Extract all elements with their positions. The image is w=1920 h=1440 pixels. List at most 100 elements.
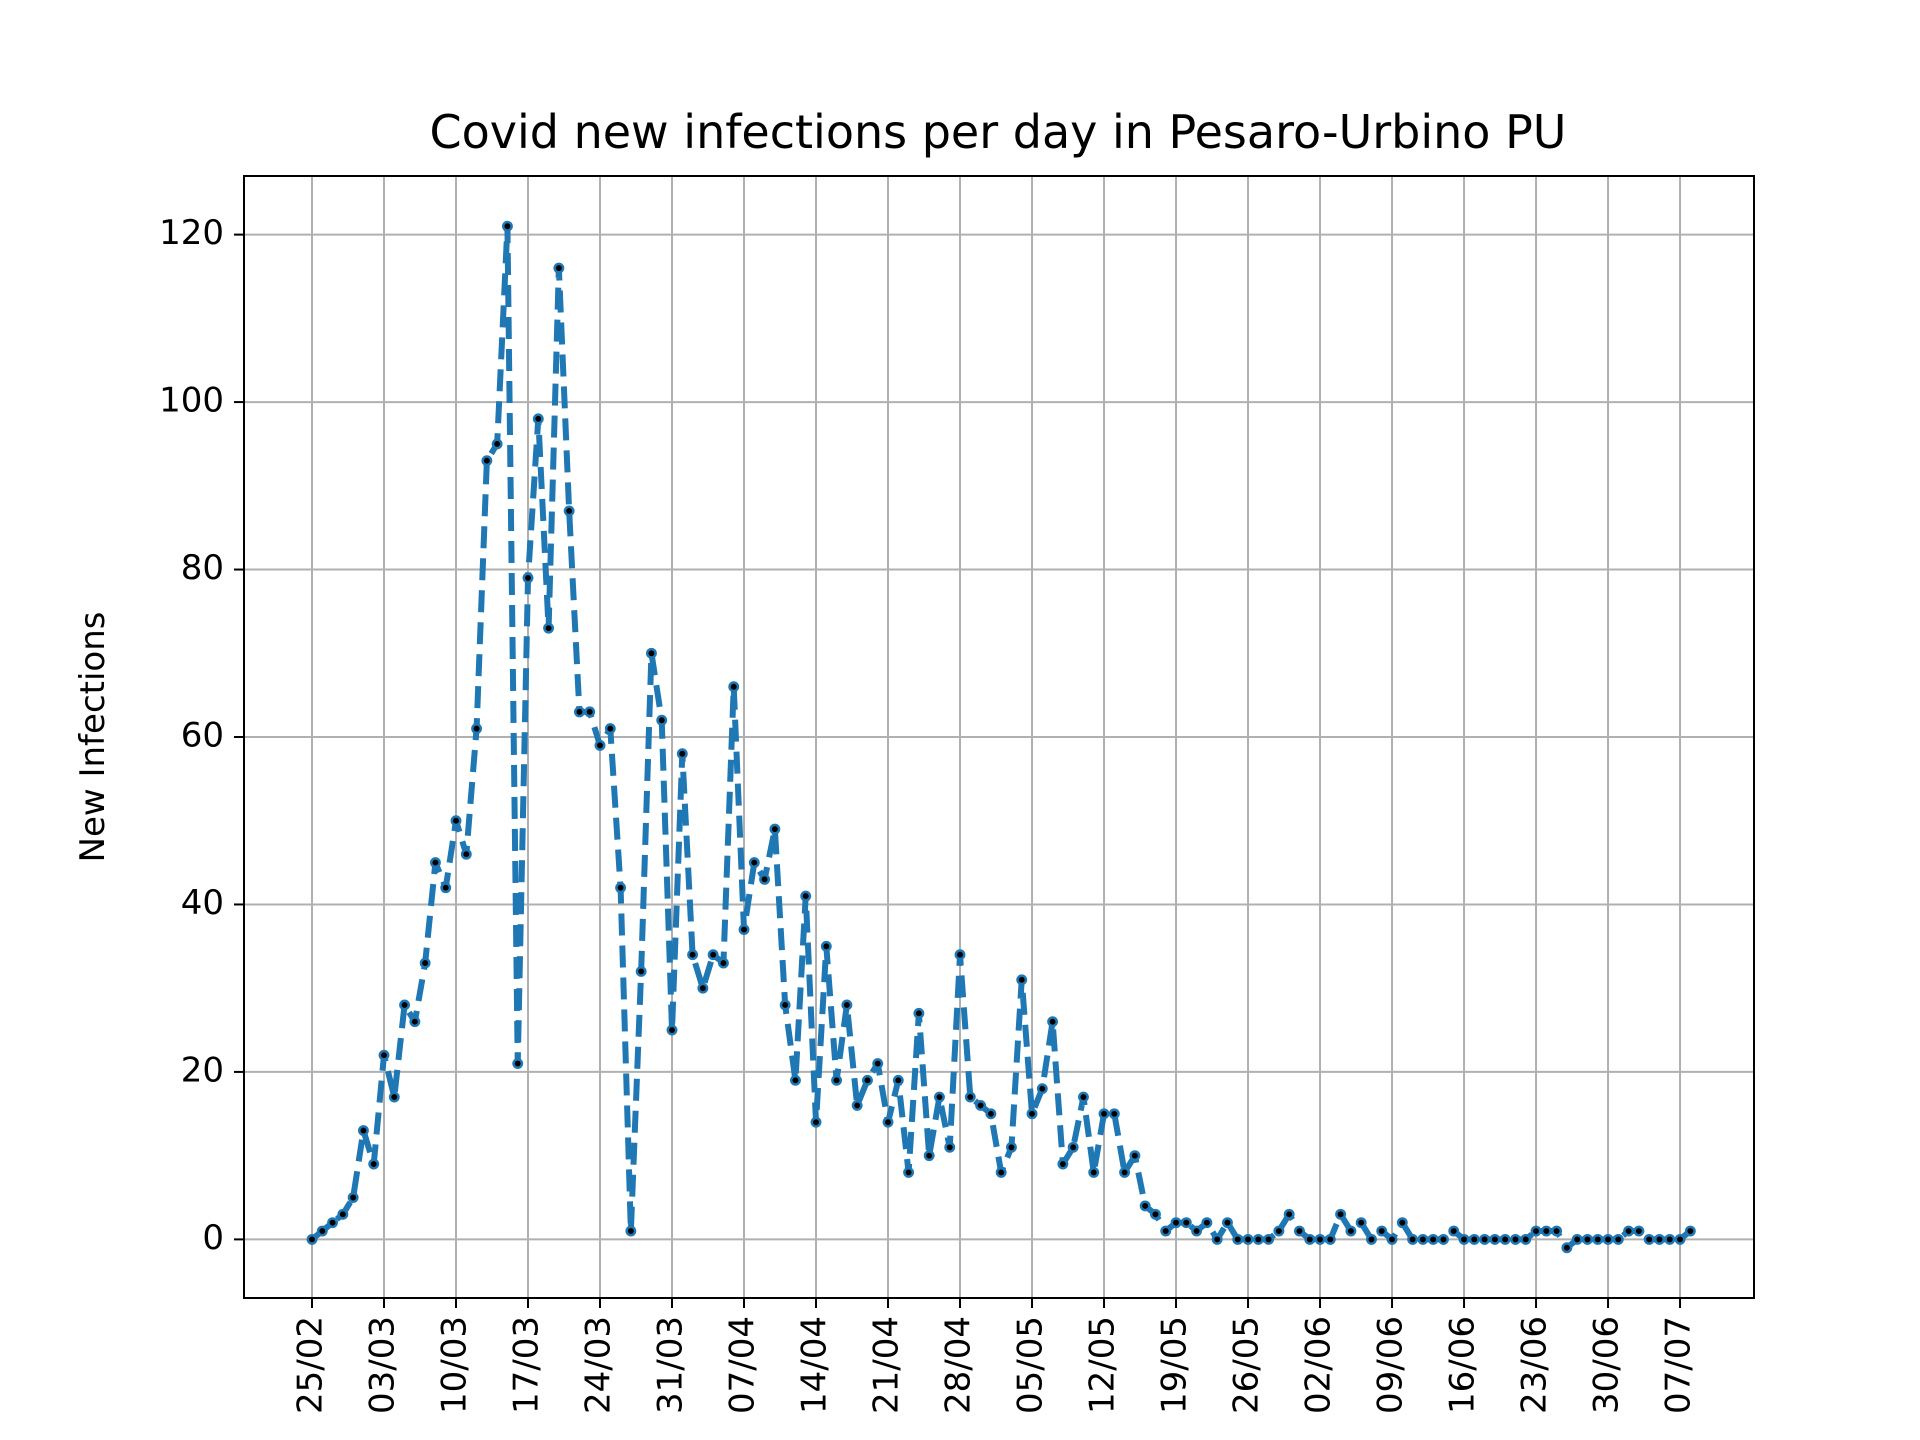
data-point <box>645 647 657 659</box>
data-point <box>1191 1225 1203 1237</box>
data-point <box>1499 1233 1511 1245</box>
data-point <box>717 957 729 969</box>
data-point <box>491 438 503 450</box>
data-point <box>656 714 668 726</box>
data-point <box>1324 1233 1336 1245</box>
data-point <box>1612 1233 1624 1245</box>
data-point <box>1530 1225 1542 1237</box>
data-point <box>1098 1108 1110 1120</box>
data-point <box>1571 1233 1583 1245</box>
data-point <box>543 622 555 634</box>
data-point <box>1448 1225 1460 1237</box>
y-tick-label: 120 <box>159 213 224 253</box>
data-point <box>429 857 441 869</box>
data-point <box>707 949 719 961</box>
data-point <box>635 965 647 977</box>
x-tick-label: 07/04 <box>723 1316 763 1414</box>
data-point <box>1355 1217 1367 1229</box>
data-point <box>1520 1233 1532 1245</box>
data-point <box>512 1058 524 1070</box>
data-point <box>728 681 740 693</box>
data-point <box>1602 1233 1614 1245</box>
data-point <box>1489 1233 1501 1245</box>
data-point <box>1088 1166 1100 1178</box>
plot-area <box>306 220 1696 1254</box>
data-point <box>872 1058 884 1070</box>
x-tick-label: 12/05 <box>1083 1316 1123 1414</box>
data-point <box>306 1233 318 1245</box>
y-axis-label: New Infections <box>73 612 113 863</box>
data-point <box>1366 1233 1377 1245</box>
data-point <box>501 220 513 232</box>
data-point <box>1170 1217 1182 1229</box>
data-point <box>1026 1108 1038 1120</box>
data-point <box>1304 1233 1316 1245</box>
data-point <box>687 949 699 961</box>
data-point <box>1664 1233 1676 1245</box>
data-point <box>1232 1233 1244 1245</box>
x-tick-label: 17/03 <box>507 1316 547 1414</box>
x-tick-label: 05/05 <box>1011 1316 1051 1414</box>
x-tick-label: 19/05 <box>1155 1316 1195 1414</box>
data-point <box>1674 1233 1686 1245</box>
data-point <box>553 262 565 274</box>
data-point <box>1263 1233 1275 1245</box>
data-point <box>1386 1233 1398 1245</box>
data-point <box>532 413 544 425</box>
data-point <box>1005 1141 1017 1153</box>
data-point <box>1633 1225 1645 1237</box>
data-point <box>450 815 462 827</box>
x-tick-label: 16/06 <box>1443 1316 1483 1414</box>
data-point <box>1283 1208 1295 1220</box>
data-point <box>1396 1217 1408 1229</box>
data-point <box>584 706 596 718</box>
x-tick-label: 25/02 <box>291 1316 331 1414</box>
data-point <box>1242 1233 1254 1245</box>
x-tick-label: 09/06 <box>1371 1316 1411 1414</box>
data-point <box>460 848 472 860</box>
x-tick-label: 02/06 <box>1299 1316 1339 1414</box>
data-point <box>1119 1166 1131 1178</box>
data-point <box>1643 1233 1655 1245</box>
data-point <box>1438 1233 1449 1245</box>
data-point <box>1540 1225 1552 1237</box>
data-point <box>913 1007 925 1019</box>
data-point <box>1129 1150 1141 1162</box>
x-tick-label: 03/03 <box>363 1316 403 1414</box>
data-point <box>1376 1225 1388 1237</box>
data-point <box>1582 1233 1593 1245</box>
y-tick-label: 40 <box>181 883 224 923</box>
data-point <box>820 940 832 952</box>
data-point <box>1211 1233 1223 1245</box>
data-point <box>1057 1158 1069 1170</box>
data-point <box>594 739 606 751</box>
data-point <box>861 1074 873 1086</box>
y-tick-label: 100 <box>159 381 224 421</box>
data-point <box>831 1074 843 1086</box>
data-point <box>789 1074 801 1086</box>
data-point <box>368 1158 380 1170</box>
data-point <box>357 1125 369 1136</box>
data-point <box>676 748 688 760</box>
data-point <box>748 857 760 869</box>
data-point <box>810 1116 822 1128</box>
data-point <box>1047 1016 1059 1028</box>
data-point <box>615 882 627 894</box>
data-point <box>440 882 452 894</box>
x-tick-label: 21/04 <box>867 1316 907 1414</box>
data-point <box>1201 1217 1213 1229</box>
data-point <box>1016 974 1028 986</box>
data-point <box>1684 1225 1696 1237</box>
data-point <box>337 1208 349 1220</box>
data-point <box>378 1049 390 1061</box>
chart-title: Covid new infections per day in Pesaro-U… <box>430 105 1567 159</box>
data-point <box>399 999 411 1011</box>
data-point <box>1139 1200 1151 1212</box>
data-point <box>1067 1141 1079 1153</box>
y-tick-label: 80 <box>181 548 224 588</box>
data-point <box>1345 1225 1357 1237</box>
axis-ticks: 25/02 03/03 10/03 17/03 24/03 31/03 07/04 14/04… <box>159 213 1698 1414</box>
x-tick-label: 24/03 <box>579 1316 619 1414</box>
data-point <box>954 949 966 961</box>
